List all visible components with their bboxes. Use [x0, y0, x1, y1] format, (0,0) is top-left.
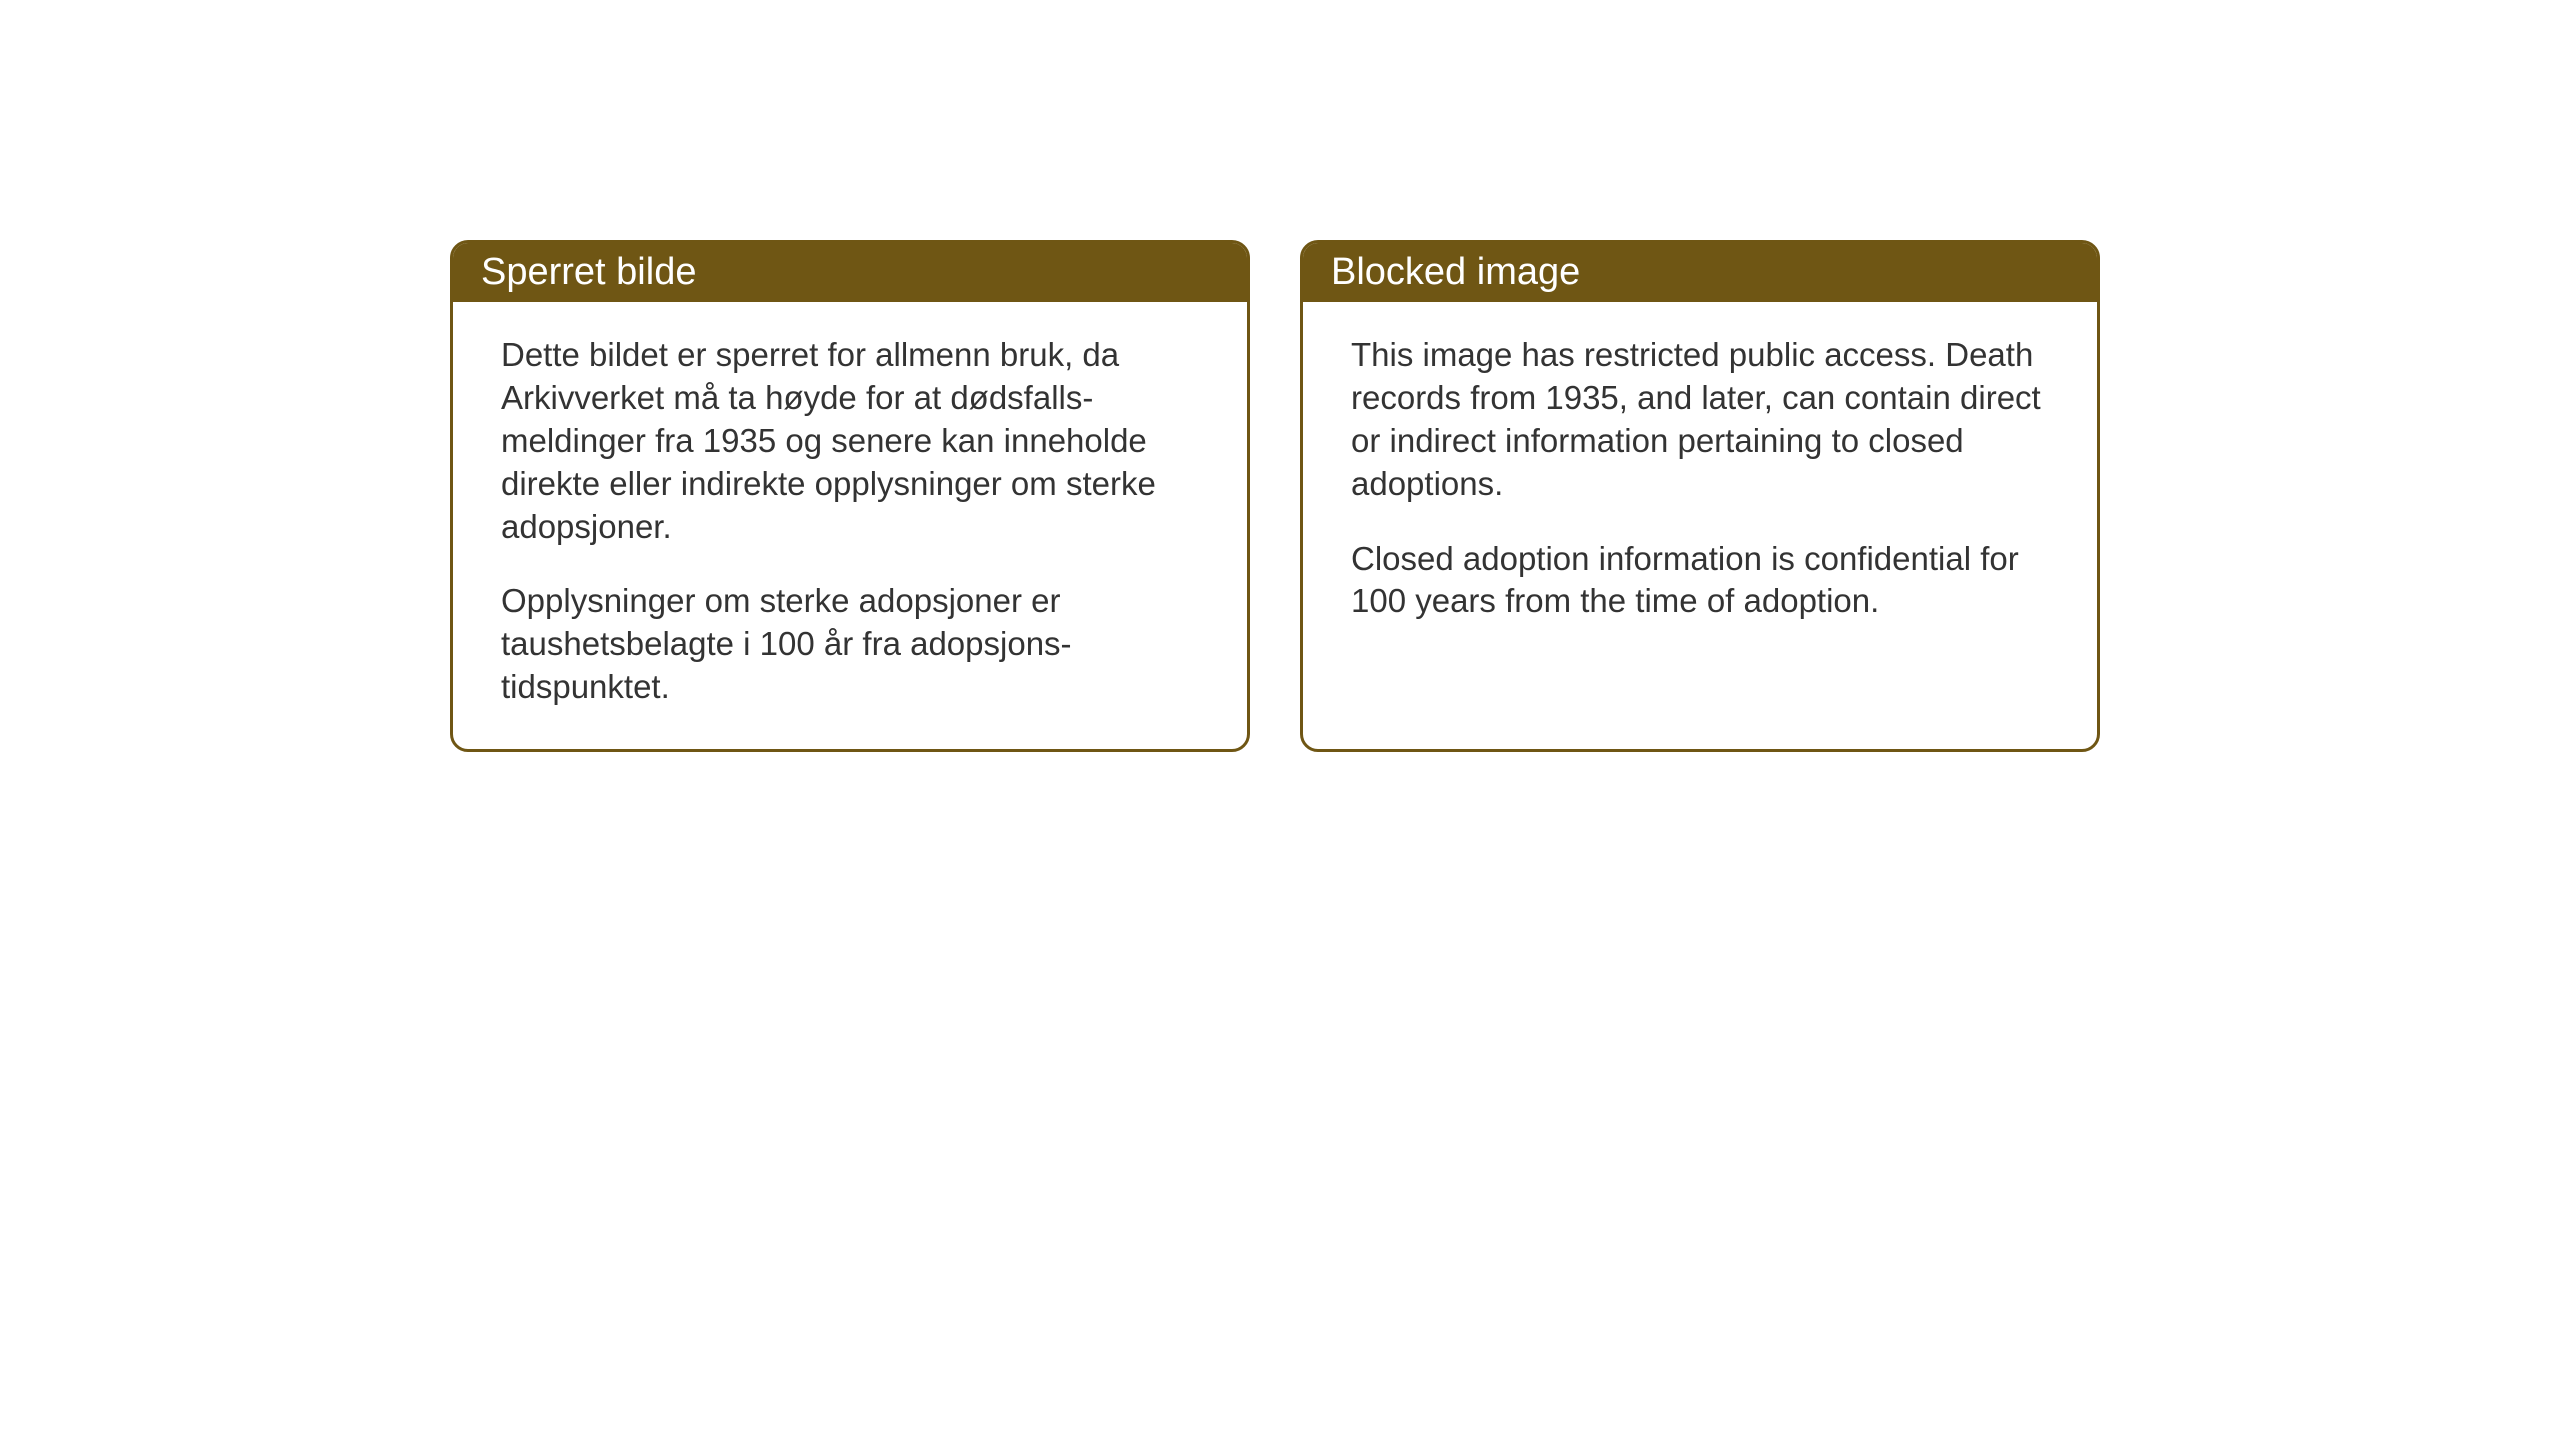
notice-card-english: Blocked image This image has restricted …	[1300, 240, 2100, 752]
notice-paragraph-1-english: This image has restricted public access.…	[1351, 334, 2049, 506]
notice-card-norwegian: Sperret bilde Dette bildet er sperret fo…	[450, 240, 1250, 752]
notice-paragraph-2-norwegian: Opplysninger om sterke adopsjoner er tau…	[501, 580, 1199, 709]
notice-title-english: Blocked image	[1331, 251, 1580, 293]
notice-body-english: This image has restricted public access.…	[1303, 302, 2097, 732]
notice-header-norwegian: Sperret bilde	[453, 243, 1247, 302]
notice-title-norwegian: Sperret bilde	[481, 251, 696, 293]
notice-body-norwegian: Dette bildet er sperret for allmenn bruk…	[453, 302, 1247, 749]
notice-paragraph-1-norwegian: Dette bildet er sperret for allmenn bruk…	[501, 334, 1199, 548]
notice-paragraph-2-english: Closed adoption information is confident…	[1351, 538, 2049, 624]
notice-container: Sperret bilde Dette bildet er sperret fo…	[450, 240, 2100, 752]
notice-header-english: Blocked image	[1303, 243, 2097, 302]
